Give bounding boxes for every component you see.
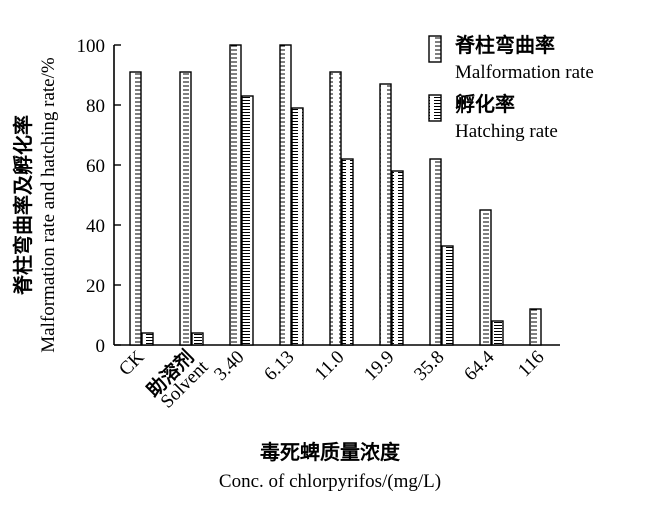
bar-malformation	[129, 71, 142, 346]
x-tick-label: 64.4	[460, 346, 499, 385]
y-axis-title-cn: 脊柱弯曲率及孵化率	[11, 115, 35, 296]
legend-swatch-malformation	[428, 35, 442, 63]
x-tick-label: 116	[514, 347, 549, 382]
y-tick-label: 40	[86, 216, 105, 237]
y-tick-label: 60	[86, 156, 105, 177]
y-tick-label: 0	[96, 336, 106, 357]
x-tick-label: 3.40	[210, 347, 248, 385]
y-ticks: 0 20 40 60 80 100	[77, 36, 121, 357]
bar-malformation	[329, 71, 342, 346]
legend-label-malformation-en: Malformation rate	[455, 62, 594, 83]
bar-hatching	[391, 170, 404, 346]
x-tick-label: 35.8	[410, 347, 448, 385]
bar-malformation	[479, 209, 492, 346]
x-tick-label: CK	[115, 346, 149, 380]
x-axis-title-cn: 毒死蜱质量浓度	[260, 440, 401, 464]
bar-hatching	[191, 332, 204, 346]
y-tick-label: 80	[86, 96, 105, 117]
bar-malformation	[429, 158, 442, 346]
legend-label-hatching-cn: 孵化率	[455, 92, 515, 116]
bar-malformation	[379, 83, 392, 346]
bar-malformation	[529, 308, 542, 346]
bar-hatching	[441, 245, 454, 346]
bar-malformation	[279, 44, 292, 346]
x-axis-title-en: Conc. of chlorpyrifos/(mg/L)	[219, 471, 441, 492]
x-tick-label: 11.0	[311, 347, 349, 385]
legend-label-malformation-cn: 脊柱弯曲率	[454, 33, 555, 57]
x-tick-label: 6.13	[260, 347, 298, 385]
legend-swatch-hatching	[428, 94, 442, 122]
bar-malformation	[179, 71, 192, 346]
bar-hatching	[291, 107, 304, 346]
y-tick-label: 20	[86, 276, 105, 297]
legend-label-hatching-en: Hatching rate	[455, 121, 558, 142]
x-tick-label: 19.9	[360, 347, 398, 385]
bars-group	[129, 44, 542, 346]
bar-hatching	[491, 320, 504, 346]
bar-malformation	[229, 44, 242, 346]
bar-hatching	[241, 95, 254, 346]
bar-hatching	[341, 158, 354, 346]
bar-hatching	[141, 332, 154, 346]
legend: 脊柱弯曲率 Malformation rate 孵化率 Hatching rat…	[428, 33, 594, 142]
x-labels: CK 助溶剂 Solvent 3.40 6.13 11.0 19.9 35.8 …	[115, 345, 549, 412]
y-tick-label: 100	[77, 36, 106, 57]
y-axis-title-en: Malformation rate and hatching rate/%	[38, 57, 59, 353]
